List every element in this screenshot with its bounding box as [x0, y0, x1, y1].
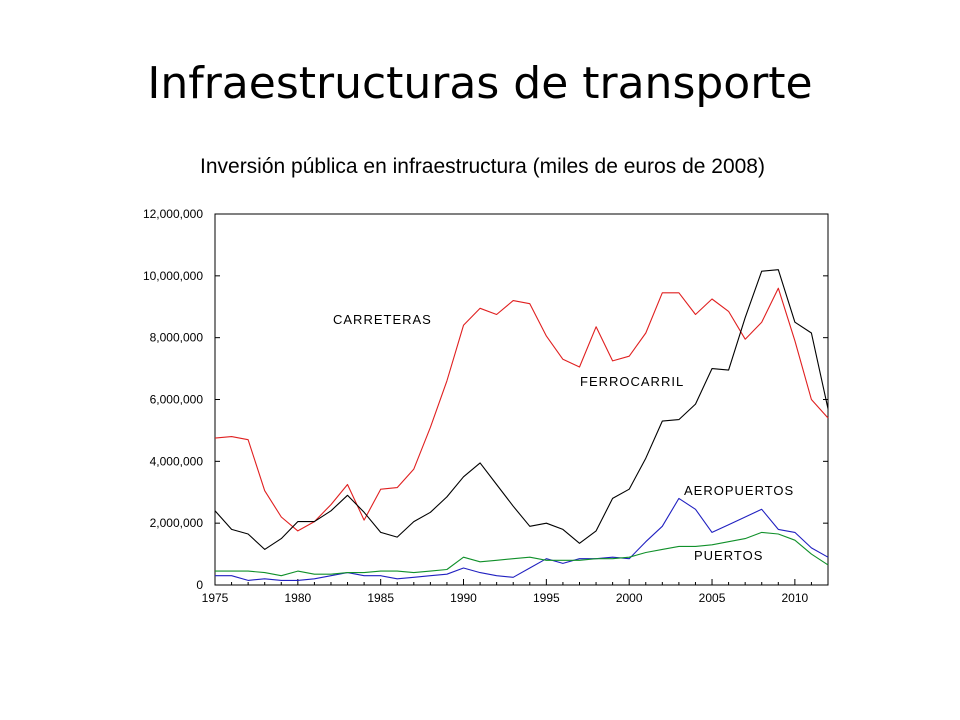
- series-label-puertos: PUERTOS: [694, 548, 763, 563]
- x-tick-label: 2000: [616, 591, 643, 605]
- series-label-carreteras: CARRETERAS: [333, 312, 432, 327]
- chart-series-labels: CARRETERAS FERROCARRIL AEROPUERTOS PUERTOS: [333, 312, 794, 563]
- x-tick-label: 1980: [284, 591, 311, 605]
- chart-series-lines: [214, 269, 829, 581]
- series-label-aeropuertos: AEROPUERTOS: [684, 483, 794, 498]
- y-tick-label: 4,000,000: [150, 454, 204, 468]
- series-line-aeropuertos: [215, 497, 829, 581]
- y-tick-label: 2,000,000: [150, 516, 204, 530]
- x-tick-label: 1990: [450, 591, 477, 605]
- y-tick-label: 12,000,000: [143, 207, 203, 221]
- chart-ticks: 0 2,000,000 4,000,000 6,000,000 8,000,000 10,…: [143, 207, 829, 605]
- x-tick-label: 1985: [367, 591, 394, 605]
- y-tick-label: 6,000,000: [150, 393, 204, 407]
- x-tick-label: 2010: [782, 591, 809, 605]
- y-tick-label: 0: [196, 578, 203, 592]
- series-line-puertos: [215, 531, 829, 577]
- y-tick-label: 10,000,000: [143, 269, 203, 283]
- x-tick-label: 2005: [699, 591, 726, 605]
- plot-frame: [214, 213, 829, 586]
- x-tick-label: 1975: [202, 591, 229, 605]
- y-tick-label: 8,000,000: [150, 331, 204, 345]
- chart-title: Inversión pública en infraestructura (mi…: [200, 155, 765, 178]
- series-line-carreteras: [214, 287, 829, 532]
- series-label-ferrocarril: FERROCARRIL: [580, 374, 684, 389]
- series-line-ferrocarril: [214, 269, 829, 550]
- x-tick-label: 1995: [533, 591, 560, 605]
- slide-title: Infraestructuras de transporte: [147, 58, 813, 109]
- chart-axes: [214, 213, 829, 586]
